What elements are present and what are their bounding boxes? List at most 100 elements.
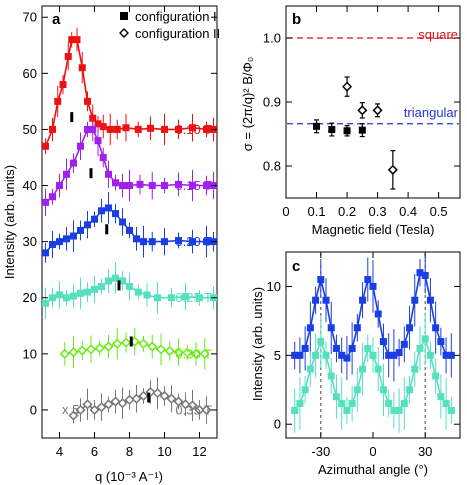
data-point [99,153,107,161]
data-point [447,351,455,359]
data-point [313,122,321,130]
data-point [395,349,403,357]
x-tick-label-c: -30 [311,444,330,459]
data-point [343,406,351,414]
data-point [63,170,70,178]
panel-b-label: b [292,11,301,28]
peak-marker [105,224,109,235]
data-point [112,210,119,218]
data-point [105,170,112,178]
data-point [411,296,419,304]
data-point [75,404,86,416]
data-point [348,344,356,352]
y-tick-label-b: 1.0 [263,31,281,46]
data-point [194,404,205,416]
y-tick-label-a: 10 [23,346,37,361]
series-0.20-T: 0.20 T [42,192,217,263]
data-point [77,345,88,356]
data-point [317,276,325,284]
data-point [119,277,126,285]
data-point [406,324,414,332]
panel-b-xlabel: Magnetic field (Tesla) [312,222,435,237]
data-point [155,344,167,355]
data-point [203,182,210,190]
panel-a-xlabel: q (10⁻³ A⁻¹) [95,469,163,484]
panel-c-label: c [292,258,300,275]
data-point [338,400,346,408]
x-tick-label-b: 0.1 [307,204,325,219]
data-point [332,344,340,352]
data-point [134,288,142,296]
panel-c-xlabel: Azimuthal angle (°) [318,462,428,477]
triangular-reference-label: triangular [404,105,459,120]
data-point [120,337,132,348]
data-point [332,393,340,401]
data-point [49,193,56,201]
y-tick-label-c: 0 [274,417,281,432]
data-point [189,124,196,132]
series-diamond [341,76,398,190]
data-point [103,341,114,352]
data-point [190,348,202,359]
data-point [369,282,377,290]
data-point [77,142,84,150]
data-point [42,142,49,150]
legend-label-1: configuration I [135,9,217,24]
data-point [196,294,203,302]
data-point [54,97,62,105]
data-point [343,127,351,135]
data-point [359,296,367,304]
series-0.15-T: 0.15 T [42,117,217,217]
data-point [328,126,336,134]
data-point [94,137,102,145]
data-point [372,105,383,116]
data-point [112,338,123,349]
data-point [301,344,309,352]
series-square [313,119,366,138]
panel-a-label: a [52,11,61,28]
data-point [68,410,79,421]
data-point [379,386,387,394]
data-point [317,338,325,346]
data-point [59,348,70,359]
data-point [73,36,81,44]
data-point [68,36,76,44]
peak-marker [117,280,121,291]
data-point [358,126,366,134]
data-point [296,351,304,359]
data-point [187,400,198,411]
data-point [421,271,429,279]
data-point [327,372,335,380]
x-tick-label-a: 12 [192,444,206,459]
panel-a-legend: configuration I configuration II [119,9,220,41]
data-point [411,365,419,373]
data-point [416,269,424,277]
x-tick-label-c: 30 [418,444,432,459]
data-point [152,388,163,399]
data-point [138,390,149,401]
data-point [148,238,156,246]
data-point [189,238,196,246]
data-point [49,125,56,133]
data-point [164,345,175,357]
square-reference-label: square [418,27,458,42]
data-point [173,347,184,358]
y-tick-label-c: 5 [274,348,281,363]
peak-marker [70,112,74,123]
panel-b-ylabel: σ = (2π/q)² B/Φ₀ [240,57,255,152]
data-point [56,291,63,299]
data-point [91,285,98,293]
data-point [136,180,144,188]
data-point [322,351,330,359]
field-label: 0.15 T [175,178,212,193]
peak-marker [147,392,151,403]
legend-label-2: configuration II [135,26,220,41]
x-tick-label-b: 0 [282,204,289,219]
data-point [56,182,63,190]
data-point [432,372,440,380]
y-tick-label-a: 0 [30,402,37,417]
data-point [385,351,393,359]
data-point [369,351,377,359]
data-point [91,215,98,223]
y-tick-label-a: 70 [23,10,37,25]
